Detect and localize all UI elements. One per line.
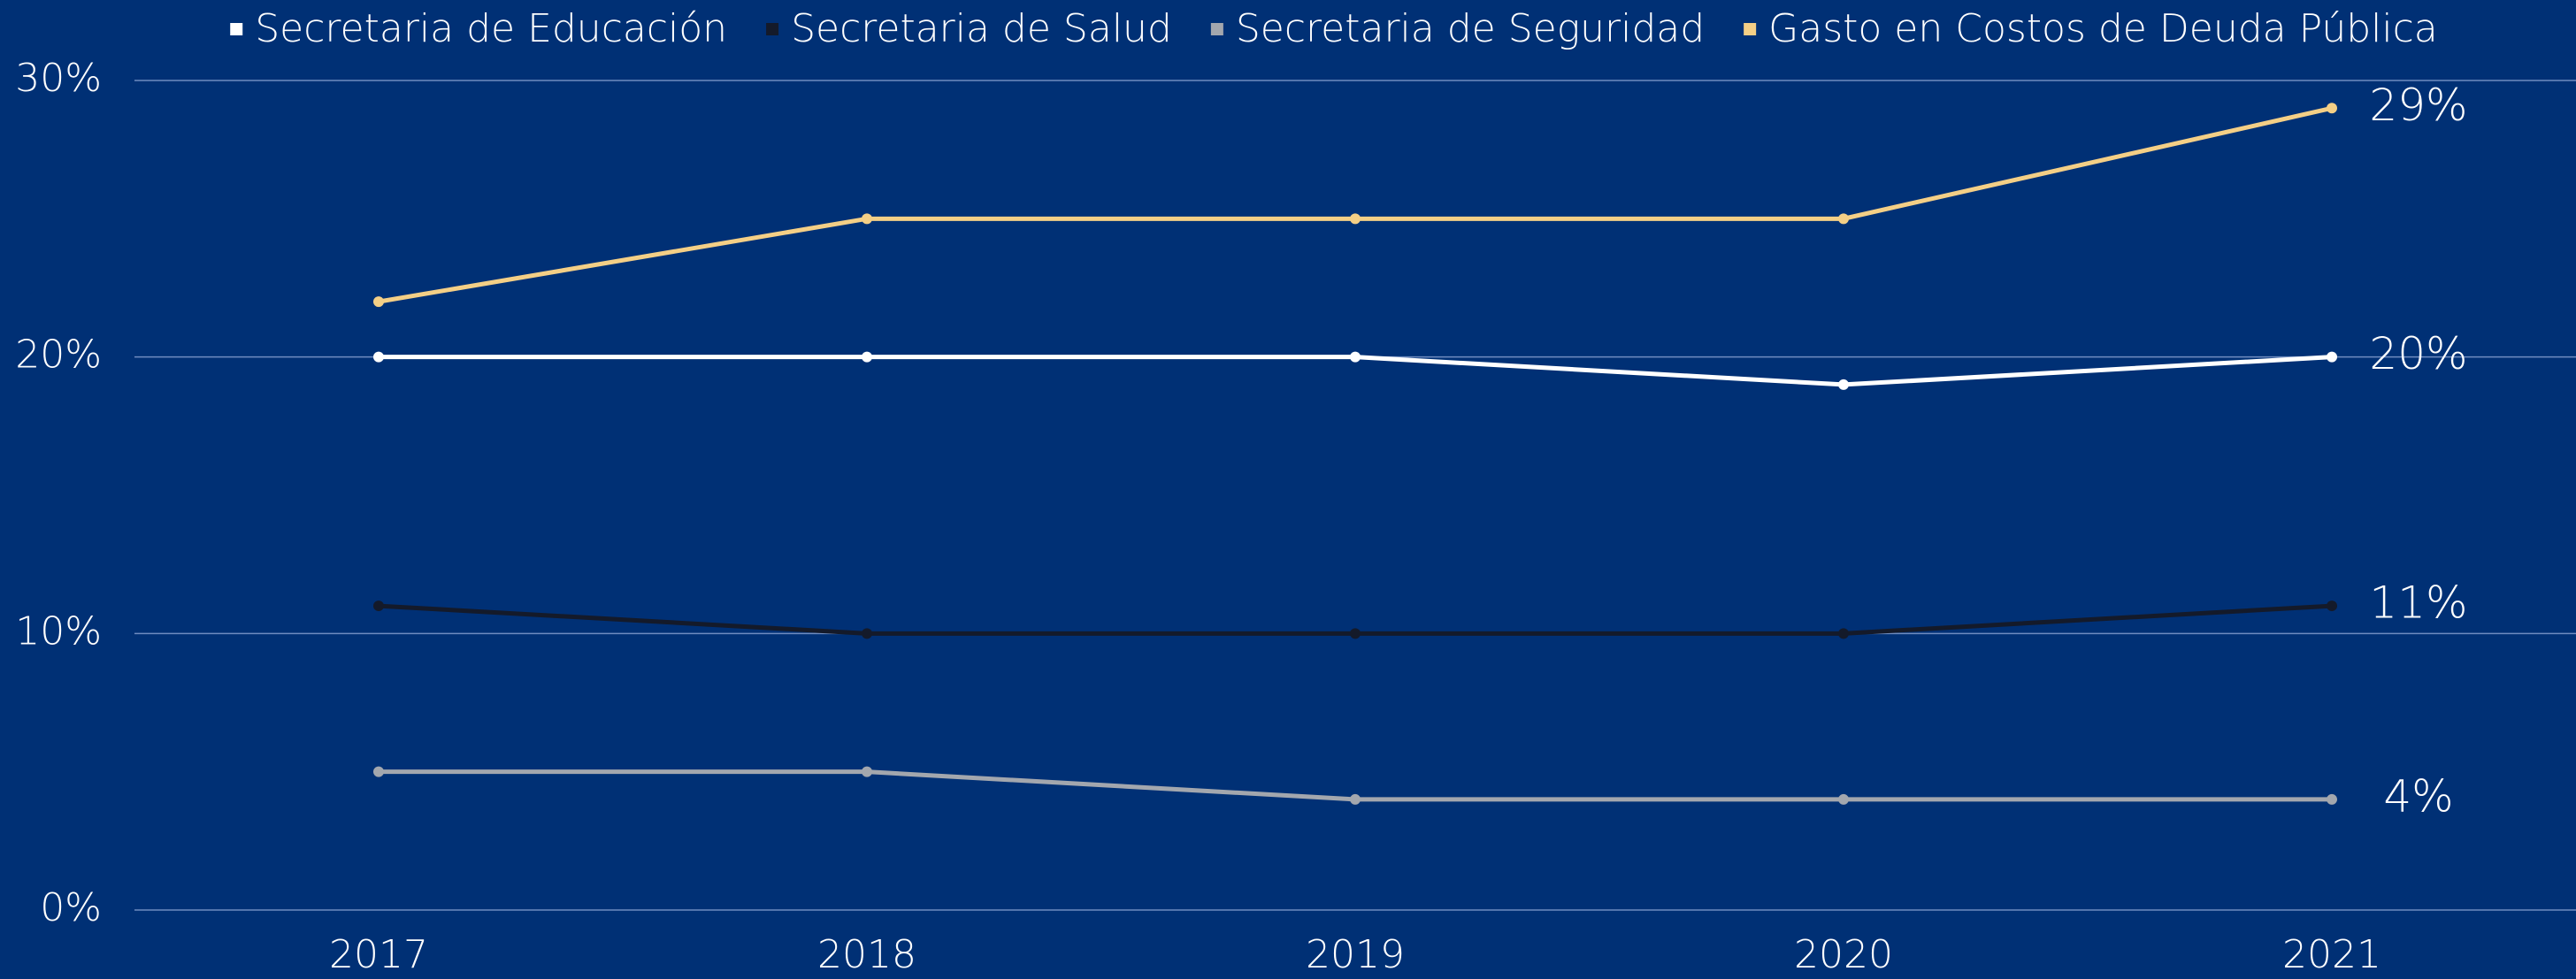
legend-marker bbox=[1744, 23, 1757, 35]
point bbox=[2327, 600, 2337, 612]
value-label: 20% bbox=[2369, 328, 2467, 379]
point bbox=[1838, 213, 1849, 225]
y-tick-label: 10% bbox=[15, 608, 102, 654]
point bbox=[1838, 379, 1849, 390]
x-tick-label: 2019 bbox=[1306, 932, 1405, 977]
y-tick-label: 20% bbox=[15, 333, 102, 378]
legend: Secretaria de Educación Secretaria de Sal… bbox=[230, 6, 2438, 51]
x-tick-label: 2018 bbox=[817, 932, 916, 977]
point bbox=[862, 351, 872, 363]
point bbox=[2327, 793, 2337, 805]
value-label: 4% bbox=[2383, 770, 2453, 822]
point bbox=[2327, 103, 2337, 114]
point bbox=[373, 600, 384, 612]
point bbox=[373, 351, 384, 363]
value-label: 29% bbox=[2369, 80, 2467, 131]
point bbox=[1350, 351, 1361, 363]
x-tick-label: 2021 bbox=[2282, 932, 2381, 977]
point bbox=[1350, 628, 1361, 639]
legend-label: Secretaria de Salud bbox=[791, 6, 1172, 51]
point bbox=[862, 628, 872, 639]
point bbox=[862, 766, 872, 777]
legend-label: Gasto en Costos de Deuda Pública bbox=[1768, 6, 2438, 51]
point bbox=[1350, 793, 1361, 805]
point bbox=[1838, 628, 1849, 639]
point bbox=[1350, 213, 1361, 225]
legend-label: Secretaria de Seguridad bbox=[1236, 6, 1705, 51]
legend-marker bbox=[230, 23, 243, 35]
legend-label: Secretaria de Educación bbox=[255, 6, 727, 51]
x-tick-label: 2020 bbox=[1794, 932, 1893, 977]
legend-marker bbox=[1210, 23, 1223, 35]
point bbox=[862, 213, 872, 225]
legend-marker bbox=[766, 23, 779, 35]
x-tick-label: 2017 bbox=[329, 932, 428, 977]
y-tick-label: 30% bbox=[15, 56, 102, 101]
point bbox=[1838, 793, 1849, 805]
point bbox=[373, 296, 384, 308]
point bbox=[373, 766, 384, 777]
value-label: 11% bbox=[2369, 577, 2467, 629]
y-tick-label: 0% bbox=[40, 885, 102, 930]
point bbox=[2327, 351, 2337, 363]
